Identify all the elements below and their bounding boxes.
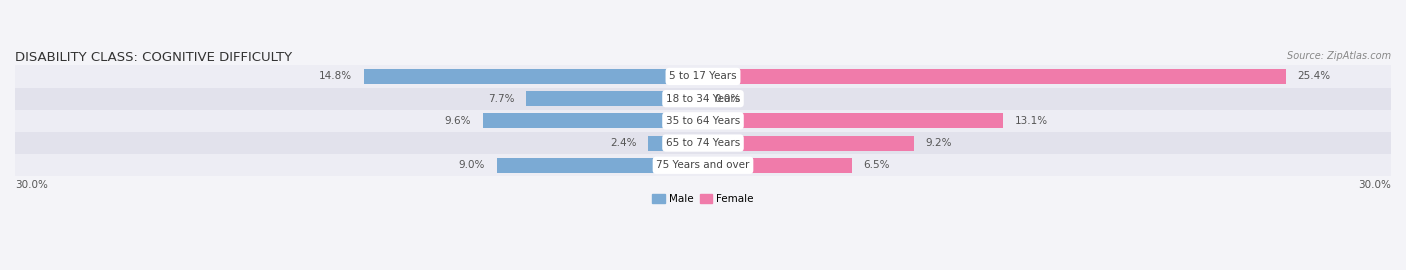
Bar <box>15 154 1391 176</box>
Text: 75 Years and over: 75 Years and over <box>657 160 749 170</box>
Bar <box>703 113 1004 129</box>
Text: 30.0%: 30.0% <box>15 180 48 190</box>
Bar <box>526 91 703 106</box>
Text: 5 to 17 Years: 5 to 17 Years <box>669 72 737 82</box>
Text: 7.7%: 7.7% <box>488 94 515 104</box>
Text: 18 to 34 Years: 18 to 34 Years <box>666 94 740 104</box>
Bar <box>15 87 1391 110</box>
Text: 9.0%: 9.0% <box>458 160 485 170</box>
Bar <box>15 110 1391 132</box>
Text: 14.8%: 14.8% <box>319 72 352 82</box>
Legend: Male, Female: Male, Female <box>648 190 758 208</box>
Text: 35 to 64 Years: 35 to 64 Years <box>666 116 740 126</box>
Bar <box>703 69 1285 84</box>
Text: 6.5%: 6.5% <box>863 160 890 170</box>
Bar <box>648 136 703 151</box>
Bar <box>364 69 703 84</box>
Text: 25.4%: 25.4% <box>1296 72 1330 82</box>
Bar <box>482 113 703 129</box>
Text: 65 to 74 Years: 65 to 74 Years <box>666 138 740 148</box>
Text: 0.0%: 0.0% <box>714 94 741 104</box>
Bar <box>15 132 1391 154</box>
Text: 13.1%: 13.1% <box>1015 116 1047 126</box>
Text: Source: ZipAtlas.com: Source: ZipAtlas.com <box>1286 51 1391 61</box>
Text: 30.0%: 30.0% <box>1358 180 1391 190</box>
Bar <box>496 158 703 173</box>
Bar <box>703 136 914 151</box>
Bar <box>703 158 852 173</box>
Bar <box>15 65 1391 87</box>
Text: 9.2%: 9.2% <box>925 138 952 148</box>
Text: DISABILITY CLASS: COGNITIVE DIFFICULTY: DISABILITY CLASS: COGNITIVE DIFFICULTY <box>15 51 292 64</box>
Text: 2.4%: 2.4% <box>610 138 637 148</box>
Text: 9.6%: 9.6% <box>444 116 471 126</box>
